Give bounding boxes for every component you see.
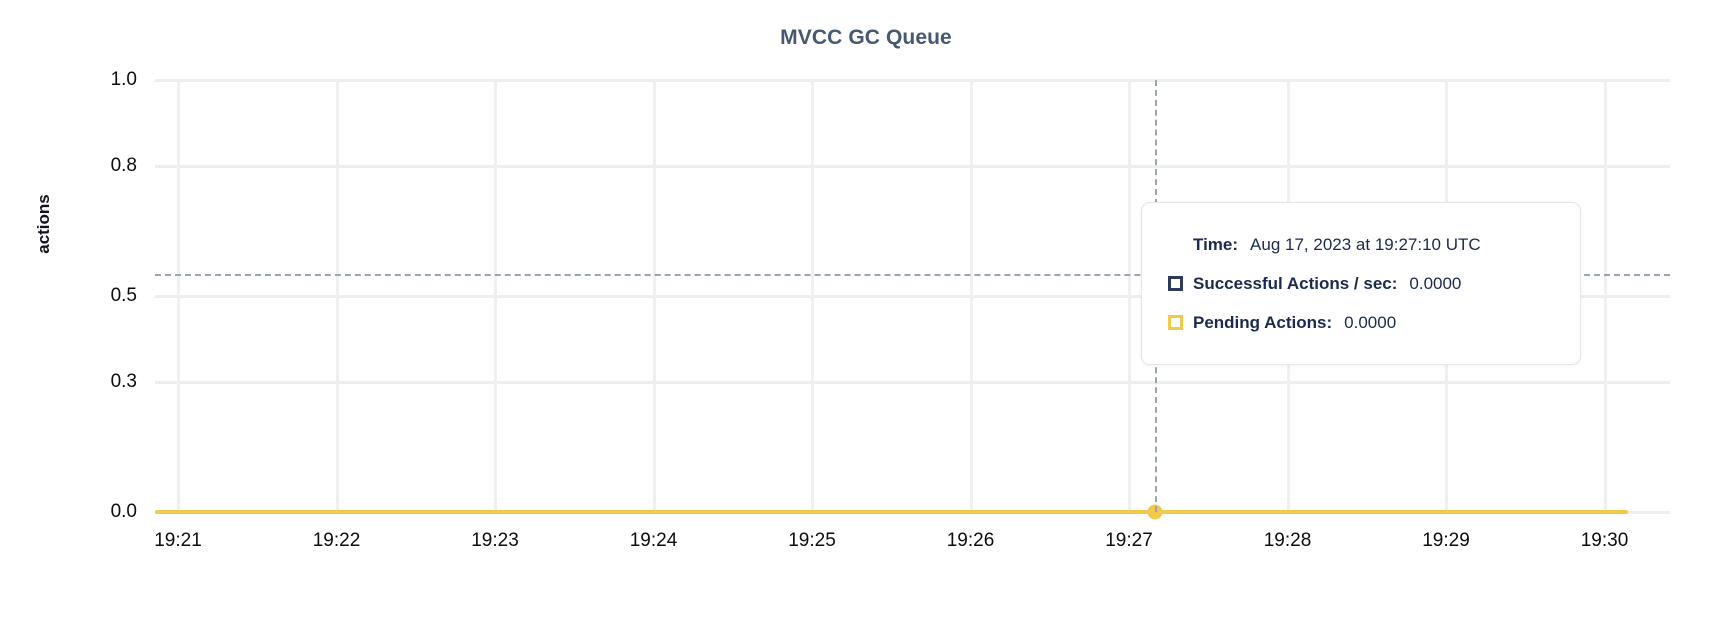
series-line (155, 510, 1628, 514)
tooltip-series-value: 0.0000 (1344, 312, 1397, 332)
hover-tooltip: Time: Aug 17, 2023 at 19:27:10 UTC Succe… (1141, 202, 1581, 365)
tooltip-time-swatch-spacer (1168, 237, 1183, 252)
y-tick-label: 0.5 (110, 285, 137, 306)
hovered-data-point (1147, 504, 1163, 520)
tooltip-series-swatch-icon (1168, 276, 1183, 291)
gridline-horizontal (155, 295, 1670, 298)
gridline-vertical (1128, 80, 1131, 512)
x-tick-label: 19:22 (312, 530, 361, 551)
tooltip-time-label: Time: (1193, 234, 1239, 254)
tooltip-series-value: 0.0000 (1409, 273, 1462, 293)
x-tick-label: 19:29 (1422, 530, 1470, 551)
tooltip-series-row: Pending Actions: 0.0000 (1168, 303, 1554, 342)
x-tick-label: 19:26 (946, 530, 995, 551)
x-tick-label: 19:30 (1580, 530, 1629, 551)
x-tick-label: 19:23 (471, 530, 519, 551)
x-tick-label: 19:24 (629, 530, 678, 551)
y-tick-label: 0.3 (110, 371, 137, 393)
gridline-vertical (177, 80, 180, 512)
x-tick-label: 19:25 (788, 530, 836, 551)
chart-title: MVCC GC Queue (780, 26, 952, 49)
y-tick-label: 0.0 (110, 501, 137, 522)
tooltip-series-swatch-icon (1168, 315, 1183, 330)
x-tick-label: 19:27 (1105, 530, 1153, 551)
gridline-horizontal (155, 79, 1670, 82)
gridline-horizontal (155, 381, 1670, 385)
gridline-vertical (494, 80, 497, 512)
tooltip-series-label: Pending Actions: (1193, 312, 1333, 332)
gridline-vertical (969, 80, 973, 512)
gridline-vertical (811, 80, 814, 512)
tooltip-series-label: Successful Actions / sec: (1193, 273, 1398, 293)
gridline-vertical (652, 80, 656, 512)
tooltip-time-value: Aug 17, 2023 at 19:27:10 UTC (1250, 234, 1481, 254)
y-axis-title: actions (34, 194, 53, 254)
gridline-vertical (335, 80, 339, 512)
x-tick-label: 19:28 (1263, 530, 1312, 551)
y-tick-label: 1.0 (110, 69, 137, 90)
crosshair-horizontal (155, 274, 1670, 277)
gridline-vertical (1603, 80, 1607, 512)
x-tick-label: 19:21 (154, 530, 202, 551)
y-tick-label: 0.8 (110, 155, 137, 177)
tooltip-series-rows: Successful Actions / sec: 0.0000 Pending A… (1168, 264, 1554, 342)
tooltip-row-time: Time: Aug 17, 2023 at 19:27:10 UTC (1168, 225, 1554, 264)
gridline-horizontal (155, 165, 1670, 169)
tooltip-series-row: Successful Actions / sec: 0.0000 (1168, 264, 1554, 303)
